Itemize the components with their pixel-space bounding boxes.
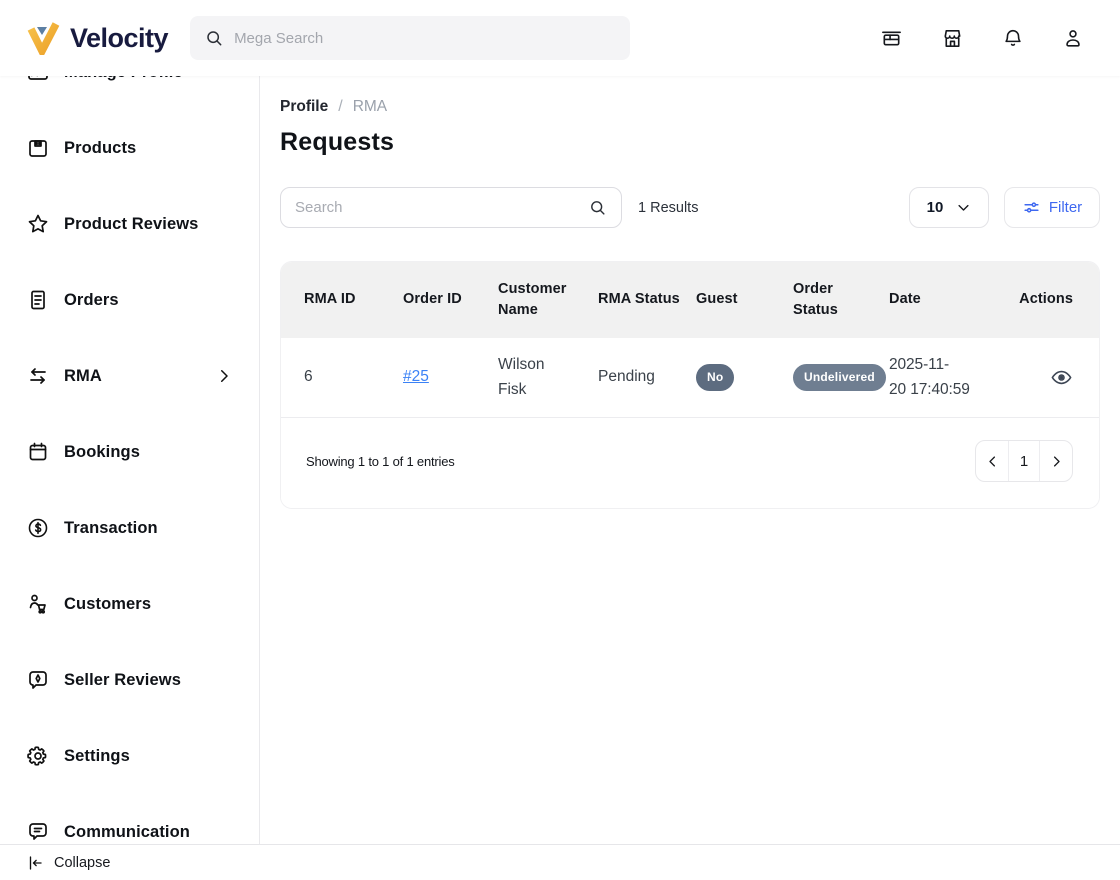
sidebar-item-label: Orders (64, 290, 119, 309)
column-header-customer-name: Customer Name (498, 280, 567, 318)
pagination: 1 (975, 440, 1073, 482)
sidebar-item-seller-reviews[interactable]: Seller Reviews (0, 642, 259, 718)
velocity-logo-icon (26, 21, 62, 55)
table-footer: Showing 1 to 1 of 1 entries 1 (281, 418, 1099, 508)
collapse-label: Collapse (54, 854, 111, 871)
order-status-badge: Undelivered (793, 364, 886, 391)
top-header: Velocity (0, 0, 1120, 76)
mega-search-bar[interactable] (190, 16, 631, 60)
breadcrumb-profile[interactable]: Profile (280, 98, 329, 115)
star-icon (26, 212, 50, 236)
sidebar-item-label: Customers (64, 594, 152, 613)
sidebar-item-communication[interactable]: Communication (0, 794, 259, 870)
search-icon (204, 28, 224, 48)
sidebar: Manage Profile Products Product Reviews (0, 0, 260, 880)
cell-date: 2025-11- 20 17:40:59 (889, 356, 970, 398)
store-icon[interactable] (941, 27, 964, 50)
notifications-bell-icon[interactable] (1002, 27, 1024, 49)
pagination-page-1[interactable]: 1 (1008, 441, 1040, 481)
filter-label: Filter (1048, 199, 1083, 216)
sidebar-item-customers[interactable]: Customers (0, 566, 259, 642)
breadcrumb-separator: / (338, 98, 343, 115)
table-header-row: RMA ID Order ID Customer Name RMA Status… (281, 262, 1099, 338)
brand-logo[interactable]: Velocity (0, 21, 169, 55)
column-header-rma-id: RMA ID (304, 291, 356, 308)
sidebar-item-product-reviews[interactable]: Product Reviews (0, 186, 259, 262)
column-header-guest: Guest (696, 291, 738, 308)
chevron-down-icon (956, 200, 971, 215)
package-icon (26, 136, 50, 160)
order-id-link[interactable]: #25 (403, 368, 429, 386)
sidebar-item-label: Communication (64, 822, 190, 841)
chevron-right-icon (1049, 454, 1064, 469)
table-search-box[interactable] (280, 187, 622, 228)
receipt-icon (26, 288, 50, 312)
collapse-arrow-icon (26, 854, 44, 872)
person-cart-icon (26, 592, 50, 616)
filter-button[interactable]: Filter (1004, 187, 1100, 228)
main-content: Profile / RMA Requests 1 Results 10 (260, 76, 1120, 880)
mega-search-input[interactable] (234, 29, 617, 47)
sidebar-item-bookings[interactable]: Bookings (0, 414, 259, 490)
cell-customer-name: Wilson Fisk (498, 356, 545, 398)
pagination-next-button[interactable] (1040, 441, 1072, 481)
column-header-date: Date (889, 291, 921, 308)
sidebar-item-label: Settings (64, 746, 130, 765)
table-row: 6 #25 Wilson Fisk Pending No Undelivered… (281, 338, 1099, 418)
sidebar-item-orders[interactable]: Orders (0, 262, 259, 338)
pos-counter-icon[interactable] (880, 27, 903, 50)
sidebar-item-rma[interactable]: RMA (0, 338, 259, 414)
chat-lines-icon (26, 820, 50, 844)
column-header-actions: Actions (1019, 291, 1073, 308)
per-page-value: 10 (926, 199, 944, 216)
gear-icon (26, 744, 50, 768)
results-count: 1 Results (638, 199, 699, 216)
filter-sliders-icon (1022, 198, 1041, 217)
rma-requests-table: RMA ID Order ID Customer Name RMA Status… (280, 261, 1100, 509)
sidebar-item-label: Transaction (64, 518, 158, 537)
table-search-input[interactable] (295, 199, 588, 216)
sidebar-item-settings[interactable]: Settings (0, 718, 259, 794)
sidebar-item-label: Seller Reviews (64, 670, 181, 689)
column-header-rma-status: RMA Status (598, 291, 680, 308)
sidebar-item-label: Products (64, 138, 137, 157)
sidebar-item-label: Bookings (64, 442, 140, 461)
topbar-icons (880, 27, 1120, 50)
guest-badge: No (696, 364, 735, 391)
sidebar-nav: Manage Profile Products Product Reviews (0, 34, 259, 870)
eye-icon (1050, 366, 1073, 389)
chevron-left-icon (985, 454, 1000, 469)
cell-rma-status: Pending (598, 368, 655, 386)
column-header-order-id: Order ID (403, 291, 462, 308)
dollar-circle-icon (26, 516, 50, 540)
swap-arrows-icon (26, 364, 50, 388)
sidebar-item-transaction[interactable]: Transaction (0, 490, 259, 566)
pagination-prev-button[interactable] (976, 441, 1008, 481)
view-action-button[interactable] (1050, 366, 1073, 389)
search-icon[interactable] (588, 198, 607, 217)
sidebar-collapse-button[interactable]: Collapse (0, 844, 1120, 880)
cell-rma-id: 6 (304, 368, 313, 386)
per-page-select[interactable]: 10 (909, 187, 989, 228)
calendar-icon (26, 440, 50, 464)
showing-entries-text: Showing 1 to 1 of 1 entries (306, 453, 455, 469)
breadcrumb: Profile / RMA (280, 98, 1100, 116)
breadcrumb-rma: RMA (352, 98, 388, 115)
table-toolbar: 1 Results 10 Filter (280, 187, 1100, 228)
chat-badge-icon (26, 668, 50, 692)
sidebar-item-label: RMA (64, 366, 102, 385)
chevron-right-icon[interactable] (215, 367, 233, 385)
brand-name: Velocity (70, 22, 169, 53)
sidebar-item-label: Product Reviews (64, 214, 199, 233)
account-user-icon[interactable] (1062, 27, 1084, 49)
sidebar-item-products[interactable]: Products (0, 110, 259, 186)
column-header-order-status: Order Status (793, 280, 838, 318)
page-title: Requests (280, 128, 395, 156)
